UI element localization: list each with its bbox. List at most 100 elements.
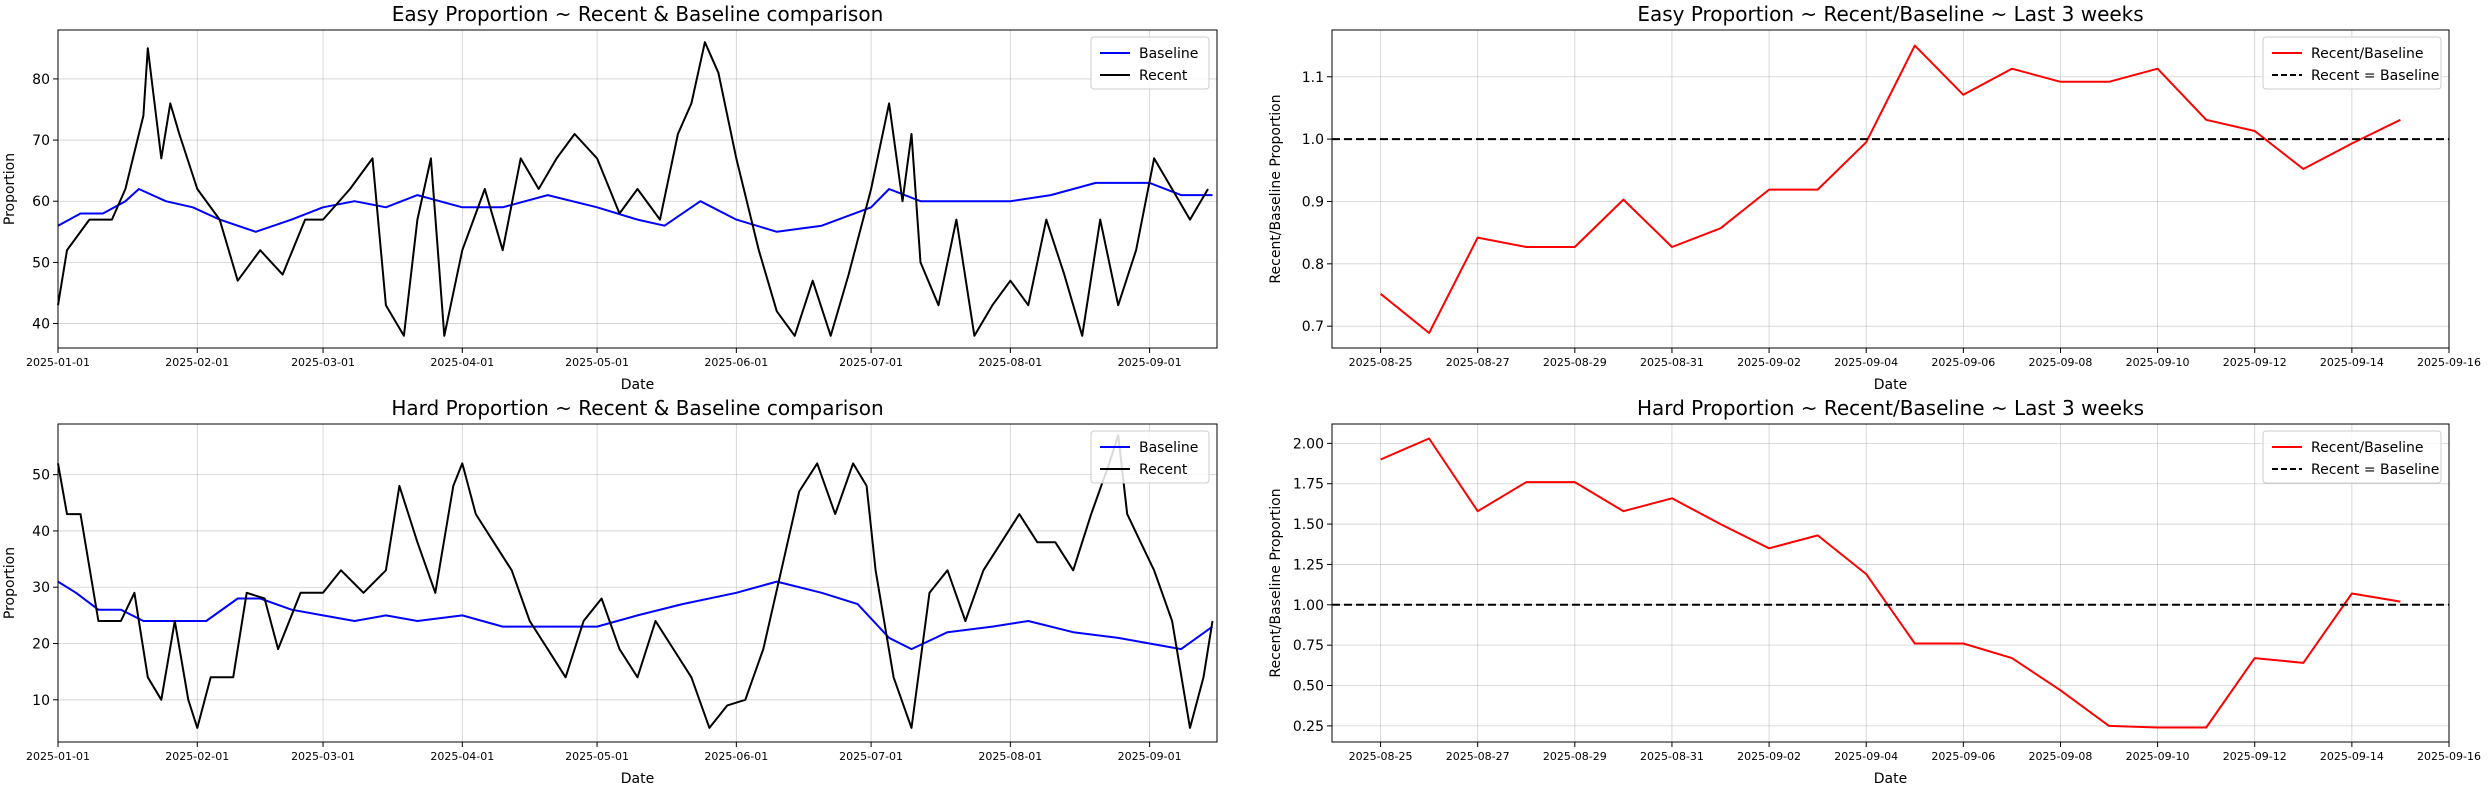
x-tick-label: 2025-09-06: [1931, 356, 1995, 369]
x-tick-label: 2025-07-01: [839, 750, 903, 763]
x-tick-label: 2025-09-10: [2126, 750, 2190, 763]
x-tick-label: 2025-09-14: [2320, 356, 2384, 369]
chart-panel-3: 2025-01-01 2025-02-01 2025-03-01 2025-04-01…: [2, 396, 1218, 787]
y-tick-label: 80: [32, 72, 50, 88]
chart-title: Easy Proportion ~ Recent/Baseline ~ Last…: [1637, 2, 2143, 26]
x-tick-label: 2025-09-06: [1931, 750, 1995, 763]
y-tick-label: 1.50: [1293, 517, 1324, 533]
x-tick-label: 2025-08-27: [1446, 750, 1510, 763]
plot-frame: [1331, 423, 2450, 743]
legend-entry-label: Recent/Baseline: [2311, 46, 2423, 62]
series-line-recent-baseline: [1380, 437, 2401, 729]
x-tick-label: 2025-05-01: [565, 750, 629, 763]
y-tick-label: 1.75: [1293, 477, 1324, 493]
plot-frame: [57, 423, 1218, 743]
legend-entry-label: Baseline: [1139, 46, 1198, 62]
x-tick-label: 2025-08-29: [1543, 356, 1607, 369]
x-tick-label: 2025-08-27: [1446, 356, 1510, 369]
x-tick-label: 2025-08-31: [1640, 750, 1704, 763]
x-tick-label: 2025-02-01: [165, 356, 229, 369]
x-tick-label: 2025-06-01: [704, 750, 768, 763]
x-tick-label: 2025-08-25: [1349, 750, 1413, 763]
x-tick-label: 2025-09-08: [2029, 750, 2093, 763]
x-tick-label: 2025-01-01: [26, 356, 90, 369]
x-tick-label: 2025-09-08: [2029, 356, 2093, 369]
legend: Recent/Baseline Recent = Baseline: [2262, 430, 2442, 484]
x-axis-label: Date: [621, 377, 654, 393]
legend: Recent/Baseline Recent = Baseline: [2262, 36, 2442, 90]
y-tick-label: 50: [32, 468, 50, 484]
y-tick-label: 0.50: [1293, 679, 1324, 695]
x-tick-label: 2025-09-02: [1737, 356, 1801, 369]
x-axis-label: Date: [621, 771, 654, 787]
y-tick-label: 1.00: [1293, 598, 1324, 614]
legend: Baseline Recent: [1090, 430, 1210, 484]
legend-entry-label: Recent/Baseline: [2311, 440, 2423, 456]
y-tick-label: 50: [32, 255, 50, 271]
y-tick-label: 0.8: [1302, 257, 1324, 273]
chart-panel-4: 2025-08-25 2025-08-27 2025-08-29 2025-08-31…: [1268, 396, 2481, 787]
x-tick-label: 2025-09-10: [2126, 356, 2190, 369]
series-line-baseline: [57, 580, 1214, 651]
series-line-recent: [57, 41, 1209, 337]
plot-frame: [57, 29, 1218, 349]
y-tick-label: 30: [32, 580, 50, 596]
y-tick-label: 0.7: [1302, 319, 1324, 335]
x-tick-label: 2025-09-16: [2417, 750, 2481, 763]
y-tick-label: 1.1: [1302, 70, 1324, 86]
y-tick-label: 60: [32, 194, 50, 210]
x-tick-label: 2025-01-01: [26, 750, 90, 763]
y-tick-label: 2.00: [1293, 436, 1324, 452]
y-tick-label: 0.25: [1293, 719, 1324, 735]
x-tick-label: 2025-03-01: [291, 750, 355, 763]
series-line-recent: [57, 434, 1214, 729]
x-tick-label: 2025-09-16: [2417, 356, 2481, 369]
series-line-baseline: [57, 181, 1213, 233]
y-tick-label: 10: [32, 693, 50, 709]
y-tick-label: 0.9: [1302, 194, 1324, 210]
x-tick-label: 2025-02-01: [165, 750, 229, 763]
y-tick-label: 1.25: [1293, 557, 1324, 573]
x-tick-label: 2025-04-01: [430, 356, 494, 369]
y-tick-label: 0.75: [1293, 638, 1324, 654]
x-tick-label: 2025-05-01: [565, 356, 629, 369]
x-tick-label: 2025-09-12: [2223, 750, 2287, 763]
chart-panel-2: 2025-08-25 2025-08-27 2025-08-29 2025-08-31…: [1268, 2, 2481, 393]
x-tick-label: 2025-09-14: [2320, 750, 2384, 763]
legend-entry-label: Recent = Baseline: [2311, 462, 2439, 478]
legend-entry-label: Baseline: [1139, 440, 1198, 456]
y-axis-label: Proportion: [2, 547, 18, 619]
x-tick-label: 2025-03-01: [291, 356, 355, 369]
x-tick-label: 2025-09-01: [1118, 356, 1182, 369]
chart-panel-1: 2025-01-01 2025-02-01 2025-03-01 2025-04-01…: [2, 2, 1218, 393]
y-tick-label: 40: [32, 317, 50, 333]
y-tick-label: 1.0: [1302, 132, 1324, 148]
legend-entry-label: Recent = Baseline: [2311, 68, 2439, 84]
legend-entry-label: Recent: [1139, 68, 1188, 84]
x-tick-label: 2025-04-01: [430, 750, 494, 763]
y-tick-label: 40: [32, 524, 50, 540]
x-tick-label: 2025-08-29: [1543, 750, 1607, 763]
x-tick-label: 2025-09-02: [1737, 750, 1801, 763]
plot-frame: [1331, 29, 2450, 349]
x-tick-label: 2025-06-01: [704, 356, 768, 369]
x-tick-label: 2025-09-04: [1834, 356, 1898, 369]
x-axis-label: Date: [1874, 377, 1907, 393]
x-tick-label: 2025-08-25: [1349, 356, 1413, 369]
x-tick-label: 2025-08-01: [978, 750, 1042, 763]
chart-title: Easy Proportion ~ Recent & Baseline comp…: [392, 2, 884, 26]
chart-title: Hard Proportion ~ Recent & Baseline comp…: [391, 396, 883, 420]
legend: Baseline Recent: [1090, 36, 1210, 90]
chart-title: Hard Proportion ~ Recent/Baseline ~ Last…: [1637, 396, 2144, 420]
y-tick-label: 20: [32, 637, 50, 653]
x-tick-label: 2025-09-04: [1834, 750, 1898, 763]
y-tick-label: 70: [32, 133, 50, 149]
legend-box: [2262, 430, 2442, 484]
x-tick-label: 2025-09-12: [2223, 356, 2287, 369]
x-axis-label: Date: [1874, 771, 1907, 787]
series-line-recent-baseline: [1379, 44, 2401, 334]
x-tick-label: 2025-09-01: [1118, 750, 1182, 763]
y-axis-label: Proportion: [2, 153, 18, 225]
y-axis-label: Recent/Baseline Proportion: [1268, 94, 1284, 283]
